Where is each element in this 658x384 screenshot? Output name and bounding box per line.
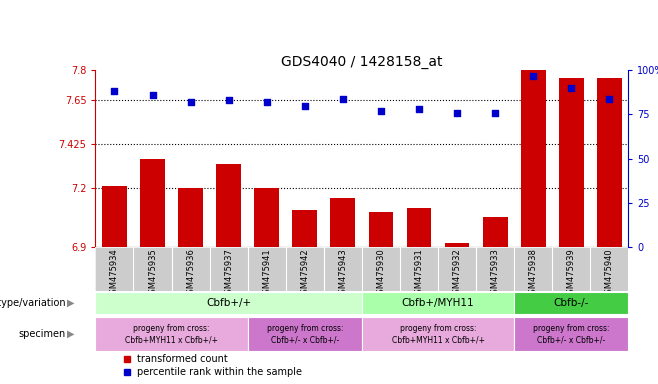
Bar (95, 292, 362, 314)
Bar (140, 159, 165, 247)
Bar (95, 317, 247, 351)
Text: Cbfb+/MYH11: Cbfb+/MYH11 (402, 298, 474, 308)
Bar (362, 317, 514, 351)
Bar (216, 164, 241, 247)
Point (414, 106, 424, 112)
Point (338, 96, 348, 102)
Bar (483, 217, 507, 247)
Text: GSM475933: GSM475933 (491, 248, 499, 299)
Point (376, 108, 386, 114)
Bar (255, 188, 279, 247)
Text: Cbfb-/-: Cbfb-/- (553, 298, 589, 308)
Text: GSM475930: GSM475930 (376, 248, 386, 299)
Title: GDS4040 / 1428158_at: GDS4040 / 1428158_at (281, 55, 443, 69)
Text: GSM475940: GSM475940 (605, 248, 614, 299)
Text: progeny from cross:
Cbfb+MYH11 x Cbfb+/+: progeny from cross: Cbfb+MYH11 x Cbfb+/+ (125, 324, 218, 344)
Point (147, 92, 158, 98)
Bar (407, 208, 432, 247)
Bar (521, 70, 545, 247)
Text: GSM475931: GSM475931 (415, 248, 424, 299)
Text: GSM475934: GSM475934 (110, 248, 119, 299)
Bar (597, 78, 622, 247)
Point (528, 73, 538, 79)
Bar (247, 317, 362, 351)
Bar (368, 212, 393, 247)
Text: GSM475936: GSM475936 (186, 248, 195, 299)
Text: GSM475938: GSM475938 (529, 248, 538, 299)
Text: genotype/variation: genotype/variation (0, 298, 66, 308)
Bar (102, 186, 127, 247)
Point (490, 109, 501, 116)
Text: progeny from cross:
Cbfb+/- x Cbfb+/-: progeny from cross: Cbfb+/- x Cbfb+/- (266, 324, 343, 344)
Point (604, 96, 615, 102)
Text: GSM475935: GSM475935 (148, 248, 157, 299)
Text: progeny from cross:
Cbfb+/- x Cbfb+/-: progeny from cross: Cbfb+/- x Cbfb+/- (533, 324, 609, 344)
Text: ▶: ▶ (67, 329, 74, 339)
Point (224, 97, 234, 103)
Text: specimen: specimen (18, 329, 66, 339)
Text: GSM475941: GSM475941 (263, 248, 271, 299)
Point (109, 88, 120, 94)
Point (261, 99, 272, 105)
Bar (514, 317, 628, 351)
Bar (292, 210, 317, 247)
Text: GSM475943: GSM475943 (338, 248, 347, 299)
Bar (178, 188, 203, 247)
Point (299, 103, 310, 109)
Text: transformed count: transformed count (137, 354, 228, 364)
Bar (559, 78, 584, 247)
Text: Cbfb+/+: Cbfb+/+ (206, 298, 251, 308)
Text: GSM475939: GSM475939 (567, 248, 576, 299)
Bar (514, 292, 628, 314)
Bar (362, 292, 514, 314)
Text: GSM475932: GSM475932 (453, 248, 461, 299)
Text: GSM475942: GSM475942 (300, 248, 309, 299)
Bar (445, 243, 469, 247)
Point (566, 85, 576, 91)
Bar (330, 198, 355, 247)
Point (186, 99, 196, 105)
Text: ▶: ▶ (67, 298, 74, 308)
Point (452, 109, 463, 116)
Text: percentile rank within the sample: percentile rank within the sample (137, 367, 302, 377)
Text: progeny from cross:
Cbfb+MYH11 x Cbfb+/+: progeny from cross: Cbfb+MYH11 x Cbfb+/+ (392, 324, 484, 344)
Text: GSM475937: GSM475937 (224, 248, 233, 299)
